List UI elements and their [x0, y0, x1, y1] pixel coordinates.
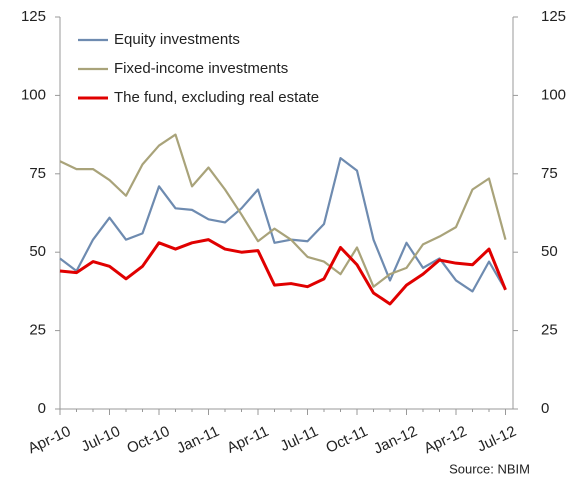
x-tick-label: Jul-11 [278, 423, 321, 455]
source-note: Source: NBIM [449, 461, 530, 476]
y2-tick-label: 100 [541, 86, 566, 103]
y2-tick-label: 50 [541, 243, 558, 260]
legend-label: Equity investments [114, 31, 240, 48]
x-tick-label: Oct-10 [124, 423, 172, 457]
x-tick-label: Apr-10 [25, 423, 73, 457]
x-tick-label: Jul-10 [79, 423, 123, 456]
y-tick-label: 125 [21, 8, 46, 25]
x-tick-label: Apr-11 [224, 423, 271, 457]
x-tick-label: Jan-11 [174, 423, 222, 457]
series-line [59, 238, 507, 306]
legend-label: Fixed-income investments [114, 60, 288, 77]
series-line [59, 157, 507, 293]
y-tick-label: 100 [21, 86, 46, 103]
y2-tick-label: 25 [541, 322, 558, 339]
y-tick-label: 25 [29, 322, 46, 339]
y2-tick-label: 125 [541, 8, 566, 25]
x-tick-label: Oct-11 [323, 423, 370, 457]
y2-tick-label: 0 [541, 400, 549, 417]
y2-tick-label: 75 [541, 165, 558, 182]
series-line [59, 133, 507, 288]
x-tick-label: Jul-12 [475, 423, 519, 456]
legend-label: The fund, excluding real estate [114, 89, 319, 106]
x-tick-label: Jan-12 [371, 423, 420, 458]
y-tick-label: 75 [29, 165, 46, 182]
x-tick-label: Apr-12 [421, 423, 469, 457]
y-tick-label: 0 [38, 400, 46, 417]
y-tick-label: 50 [29, 243, 46, 260]
